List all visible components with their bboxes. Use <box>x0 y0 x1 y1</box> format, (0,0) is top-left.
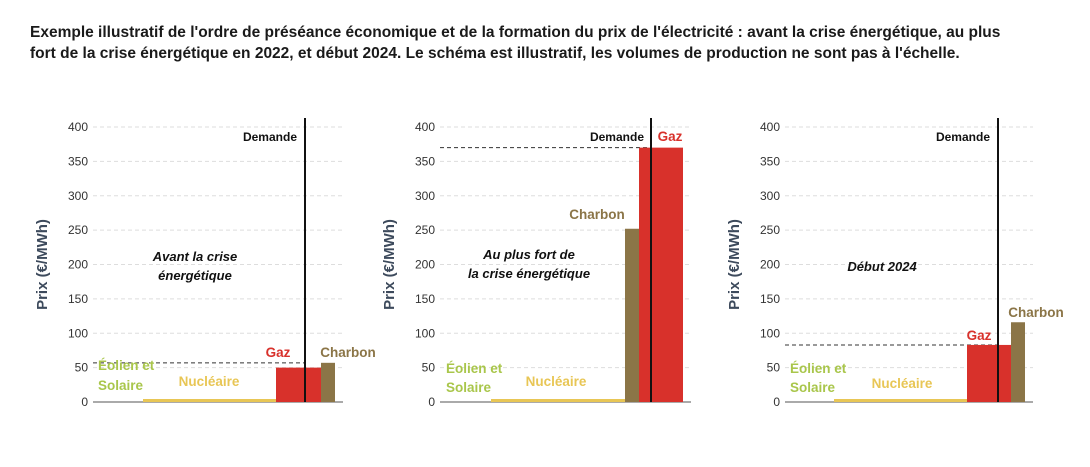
y-tick-label: 0 <box>428 395 435 409</box>
bar-label: Nucléaire <box>526 374 587 389</box>
y-tick-label: 150 <box>415 292 435 306</box>
bar-label: Solaire <box>446 380 492 395</box>
y-tick-label: 150 <box>68 292 88 306</box>
y-tick-label: 250 <box>415 223 435 237</box>
y-tick-label: 100 <box>415 326 435 340</box>
y-tick-label: 0 <box>773 395 780 409</box>
title-line-1: Exemple illustratif de l'ordre de préséa… <box>30 24 1001 41</box>
bar-gaz <box>276 367 321 402</box>
y-tick-label: 0 <box>81 395 88 409</box>
y-tick-label: 350 <box>760 154 780 168</box>
panel-annotation: Au plus fort de <box>482 247 575 262</box>
bar-gaz <box>967 344 1011 402</box>
y-tick-label: 200 <box>68 258 88 272</box>
y-tick-label: 200 <box>415 258 435 272</box>
bar-label: Gaz <box>266 345 291 360</box>
panel-annotation: Avant la crise <box>152 249 238 264</box>
bar-nucleaire <box>834 399 967 402</box>
panel-annotation: énergétique <box>158 268 232 283</box>
panel-annotation: Début 2024 <box>847 259 917 274</box>
figure-title: Exemple illustratif de l'ordre de préséa… <box>30 22 1060 64</box>
bar-label: Solaire <box>98 378 144 393</box>
bar-nucleaire <box>143 399 276 402</box>
y-tick-label: 300 <box>760 189 780 203</box>
y-tick-label: 300 <box>68 189 88 203</box>
y-tick-label: 50 <box>75 361 89 375</box>
title-line-2: fort de la crise énergétique en 2022, et… <box>30 45 960 62</box>
bar-charbon <box>1011 322 1025 402</box>
bar-label: Nucléaire <box>179 374 240 389</box>
y-tick-label: 250 <box>760 223 780 237</box>
y-tick-label: 50 <box>767 361 781 375</box>
y-tick-label: 300 <box>415 189 435 203</box>
panel-annotation: la crise énergétique <box>468 266 590 281</box>
bar-label: Éolien et <box>790 361 847 376</box>
bar-label: Gaz <box>658 129 683 144</box>
chart-panel-2: 0 50 100 150 200 250 300 350 400 Prix (€/MWh) Éoli… <box>381 118 691 409</box>
bar-nucleaire <box>491 399 625 402</box>
bar-label: Nucléaire <box>872 376 933 391</box>
y-tick-label: 150 <box>760 292 780 306</box>
bar-label: Éolien et <box>446 361 503 376</box>
bar-label: Charbon <box>320 345 376 360</box>
chart-panel-3: 0 50 100 150 200 250 300 350 400 Prix (€/MWh) Éoli… <box>726 118 1064 409</box>
y-axis-label: Prix (€/MWh) <box>726 219 743 310</box>
y-tick-label: 400 <box>415 120 435 134</box>
y-axis-label: Prix (€/MWh) <box>34 219 51 310</box>
bar-label: Éolien et <box>98 358 155 373</box>
y-tick-label: 50 <box>422 361 436 375</box>
bar-label: Charbon <box>569 207 625 222</box>
bar-label: Charbon <box>1008 305 1064 320</box>
y-tick-label: 100 <box>760 326 780 340</box>
demand-label: Demande <box>590 130 644 144</box>
y-tick-label: 400 <box>760 120 780 134</box>
chart-panel-1: 0 50 100 150 200 250 300 350 400 Prix (€/MWh) Éoli… <box>34 118 376 409</box>
bar-charbon <box>625 228 639 402</box>
y-tick-label: 350 <box>415 154 435 168</box>
y-tick-label: 200 <box>760 258 780 272</box>
bar-label: Solaire <box>790 380 836 395</box>
bar-gaz <box>639 147 683 402</box>
y-tick-label: 100 <box>68 326 88 340</box>
demand-label: Demande <box>243 130 297 144</box>
y-tick-label: 400 <box>68 120 88 134</box>
y-axis-label: Prix (€/MWh) <box>381 219 398 310</box>
y-tick-label: 250 <box>68 223 88 237</box>
bar-label: Gaz <box>967 328 992 343</box>
y-tick-label: 350 <box>68 154 88 168</box>
demand-label: Demande <box>936 130 990 144</box>
bar-charbon <box>321 362 335 402</box>
